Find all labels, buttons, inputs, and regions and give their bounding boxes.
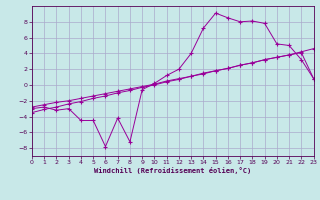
X-axis label: Windchill (Refroidissement éolien,°C): Windchill (Refroidissement éolien,°C) <box>94 167 252 174</box>
